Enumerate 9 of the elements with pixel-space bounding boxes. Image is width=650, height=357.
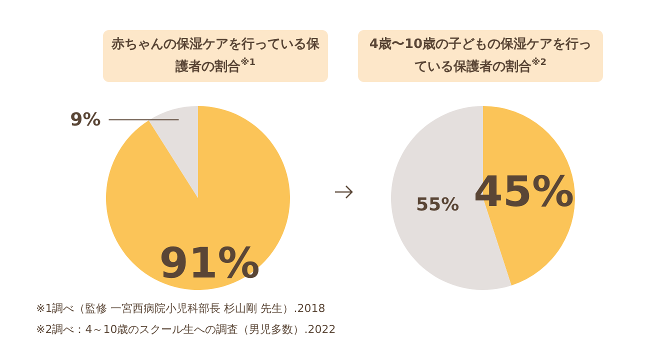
data-label: 9% [70,109,101,130]
data-label: 55% [416,194,460,216]
pie-slice [148,106,198,198]
chart-title: 4歳〜10歳の子どもの保湿ケアを行っている保護者の割合$^{※2}$ [369,37,592,74]
pie-slice [106,106,290,290]
chart-title: 赤ちゃんの保湿ケアを行っている保護者の割合$^{※1}$ [112,37,320,74]
data-label: 91% [159,238,260,288]
text: ※2調べ：4～10歳のスクール生への調査（男児多数）.2022 [36,323,336,336]
text: ※1調べ（監修 一宮西病院小児科部長 杉山剛 先生）.2018 [36,302,326,315]
